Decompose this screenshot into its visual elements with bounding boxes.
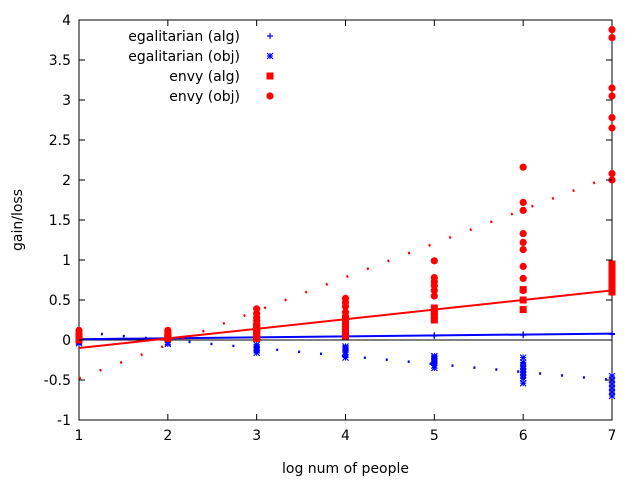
y-tick-label: 1: [62, 253, 71, 269]
legend-label-envy-obj: envy (obj): [169, 89, 240, 105]
legend-label-egalitarian-alg: egalitarian (alg): [128, 29, 240, 45]
point-envy-obj: [608, 34, 616, 42]
point-envy-alg: [608, 288, 616, 296]
y-tick-label: -1: [57, 413, 71, 429]
y-tick-label: 1.5: [49, 213, 71, 229]
point-envy-obj: [519, 246, 527, 254]
point-envy-alg: [519, 296, 527, 304]
point-envy-alg: [608, 260, 616, 268]
y-tick-label: 0: [62, 333, 71, 349]
point-envy-alg: [608, 284, 616, 292]
point-envy-obj: [341, 294, 350, 302]
point-egalitarian-obj: [608, 380, 616, 388]
point-envy-alg: [430, 304, 438, 312]
legend-marker-2: [266, 72, 274, 80]
point-envy-alg: [342, 316, 349, 324]
point-envy-obj: [519, 206, 527, 214]
point-egalitarian-obj: [519, 371, 527, 379]
point-envy-obj: [341, 324, 350, 332]
point-envy-obj: [430, 257, 438, 265]
y-tick-label: 2: [62, 173, 71, 189]
legend-label-egalitarian-obj: egalitarian (obj): [128, 49, 240, 65]
point-envy-alg: [430, 308, 438, 316]
point-envy-obj: [608, 26, 616, 34]
legend-marker-0: [267, 33, 273, 39]
point-envy-obj: [519, 230, 527, 238]
point-envy-obj: [519, 238, 527, 246]
y-axis-title: gain/loss: [10, 189, 26, 251]
point-egalitarian-obj: [608, 384, 616, 392]
y-tick-label: -0.5: [44, 373, 71, 389]
point-egalitarian-obj: [519, 362, 527, 369]
point-egalitarian-obj: [430, 364, 438, 372]
point-envy-obj: [608, 84, 616, 92]
point-envy-obj: [519, 163, 527, 171]
point-envy-alg: [608, 276, 616, 284]
point-envy-obj: [608, 124, 616, 132]
point-egalitarian-obj: [430, 359, 438, 366]
point-envy-alg: [608, 264, 616, 272]
point-egalitarian-alg: [520, 331, 527, 338]
point-egalitarian-obj: [608, 372, 616, 380]
x-tick-label: 7: [608, 428, 617, 444]
point-envy-alg: [342, 332, 349, 340]
point-egalitarian-obj: [519, 365, 527, 373]
point-egalitarian-obj: [164, 340, 172, 348]
point-envy-obj: [519, 198, 527, 206]
legend: egalitarian (alg) egalitarian (obj) envy…: [128, 29, 274, 105]
x-tick-label: 1: [75, 428, 84, 444]
tick-labels: 1 2 3 4 5 6 7 -1 -0.5 0 0.5 1 1.5 2 2.5 3 3.5 4: [44, 13, 617, 444]
legend-marker-3: [266, 92, 274, 100]
point-egalitarian-obj: [519, 375, 527, 382]
point-egalitarian-obj: [342, 351, 349, 358]
point-envy-alg: [342, 320, 349, 328]
point-envy-obj: [430, 274, 438, 282]
legend-label-envy-alg: envy (alg): [169, 69, 240, 85]
point-envy-obj: [253, 305, 261, 313]
x-tick-label: 4: [341, 428, 350, 444]
point-envy-obj: [519, 286, 527, 294]
legend-marker-1: [266, 52, 274, 60]
point-envy-alg: [430, 316, 438, 324]
point-envy-obj: [608, 92, 616, 100]
point-envy-alg: [608, 280, 616, 288]
x-tick-label: 2: [163, 428, 172, 444]
x-tick-label: 3: [252, 428, 261, 444]
y-tick-label: 3.5: [49, 53, 71, 69]
point-envy-alg: [342, 328, 349, 336]
point-envy-alg: [608, 268, 616, 276]
point-egalitarian-obj: [519, 379, 527, 387]
point-envy-obj: [164, 326, 172, 334]
point-envy-obj: [519, 274, 527, 282]
y-tick-label: 2.5: [49, 133, 71, 149]
point-egalitarian-obj: [519, 359, 527, 366]
y-tick-label: 4: [62, 13, 71, 29]
x-axis-title: log num of people: [282, 461, 409, 477]
y-tick-label: 0.5: [49, 293, 71, 309]
data-markers: [75, 26, 616, 400]
point-envy-obj: [608, 170, 616, 178]
point-envy-obj: [341, 308, 350, 316]
point-envy-obj: [75, 326, 83, 334]
point-egalitarian-alg: [431, 332, 438, 339]
y-tick-label: 3: [62, 93, 71, 109]
point-egalitarian-obj: [519, 368, 527, 376]
point-envy-obj: [608, 114, 616, 122]
point-egalitarian-obj: [519, 354, 527, 361]
x-tick-label: 5: [430, 428, 439, 444]
point-egalitarian-alg: [609, 330, 615, 337]
point-envy-alg: [430, 312, 438, 320]
point-egalitarian-obj: [608, 392, 616, 400]
axis-ticks: [78, 19, 613, 421]
point-envy-obj: [430, 292, 438, 300]
point-envy-obj: [519, 262, 527, 270]
point-envy-alg: [608, 272, 616, 280]
point-envy-alg: [519, 306, 527, 314]
point-egalitarian-obj: [253, 349, 261, 357]
point-egalitarian-obj: [608, 388, 616, 396]
point-egalitarian-obj: [342, 354, 349, 361]
x-tick-label: 6: [519, 428, 528, 444]
